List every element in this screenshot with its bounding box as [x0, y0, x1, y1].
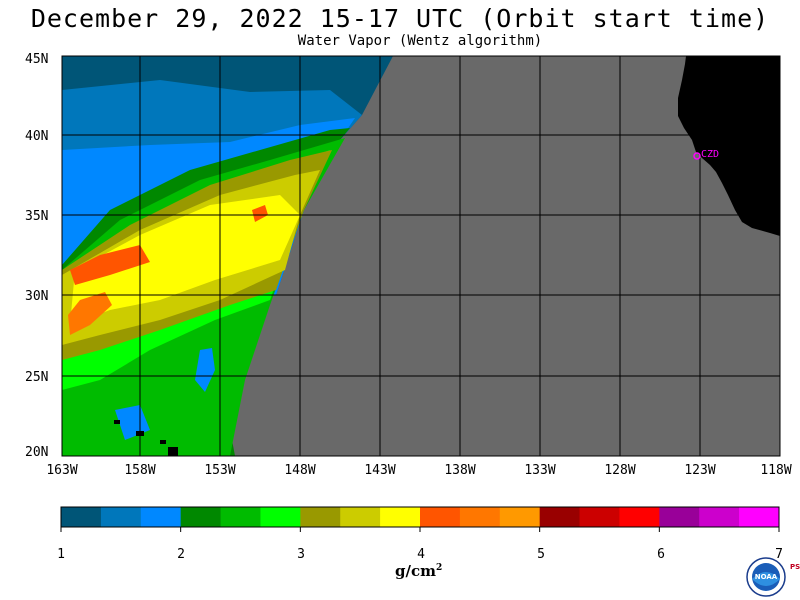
- lat-label: 30N: [25, 289, 48, 304]
- lat-labels: 45N 40N 35N 30N 25N 20N: [25, 52, 48, 460]
- colorbar-swatch: [659, 507, 700, 527]
- colorbar-swatch: [420, 507, 461, 527]
- lon-label: 148W: [284, 463, 315, 478]
- lon-label: 153W: [204, 463, 235, 478]
- vapor-spot-red: [252, 205, 268, 222]
- lon-label: 123W: [684, 463, 715, 478]
- colorbar-swatch: [539, 507, 581, 527]
- station-marker: [693, 152, 701, 160]
- lat-label: 20N: [25, 445, 48, 460]
- colorbar-swatch: [140, 507, 182, 527]
- lat-label: 35N: [25, 209, 48, 224]
- land-coast: [678, 56, 780, 236]
- colorbar-swatch: [220, 507, 261, 527]
- colorbar-tick-label: 5: [537, 547, 545, 562]
- lat-lon-grid: [62, 56, 780, 456]
- colorbar-swatch: [180, 507, 222, 527]
- colorbar-swatch: [100, 507, 142, 527]
- colorbar-swatch: [380, 507, 421, 527]
- colorbar-swatch: [579, 507, 620, 527]
- lon-label: 128W: [604, 463, 635, 478]
- lon-label: 163W: [46, 463, 77, 478]
- lon-label: 118W: [760, 463, 791, 478]
- colorbar-tick-label: 7: [775, 547, 783, 562]
- colorbar-swatch: [340, 507, 381, 527]
- noaa-logo-icon: NOAA: [746, 557, 786, 597]
- station-label: CZD: [701, 149, 719, 160]
- colorbar-ticks: 1 2 3 4 5 6 7: [57, 547, 783, 562]
- colorbar-swatch: [619, 507, 660, 527]
- colorbar-swatch: [459, 507, 501, 527]
- psl-logo-text: PSL: [790, 563, 800, 571]
- map-frame: [61, 55, 781, 457]
- colorbar-swatch: [699, 507, 740, 527]
- colorbar-tick-label: 3: [297, 547, 305, 562]
- vapor-swath: [62, 56, 393, 456]
- colorbar-swatch: [300, 507, 341, 527]
- lon-labels: 163W 158W 153W 148W 143W 138W 133W 128W …: [46, 463, 791, 478]
- lon-label: 133W: [524, 463, 555, 478]
- map-title: December 29, 2022 15-17 UTC (Orbit start…: [30, 4, 770, 33]
- vapor-band-yellow: [70, 195, 300, 325]
- colorbar-swatch: [739, 507, 780, 527]
- vapor-band-red: [70, 245, 150, 285]
- lon-label: 138W: [444, 463, 475, 478]
- colorbar-tick-label: 2: [177, 547, 185, 562]
- colorbar-tick-label: 1: [57, 547, 65, 562]
- colorbar-tick-label: 6: [657, 547, 665, 562]
- lat-label: 25N: [25, 370, 48, 385]
- colorbar-tick-label: 4: [417, 547, 425, 562]
- vapor-band-orange: [68, 292, 112, 335]
- colorbar-swatch: [61, 507, 102, 527]
- colorbar-swatch: [499, 507, 541, 527]
- colorbar-unit: g/cm2: [395, 562, 443, 580]
- lat-label: 45N: [25, 52, 48, 67]
- lat-label: 40N: [25, 129, 48, 144]
- map-subtitle: Water Vapor (Wentz algorithm): [297, 33, 543, 49]
- lon-label: 143W: [364, 463, 395, 478]
- vapor-spot-blue: [195, 348, 215, 392]
- noaa-logo-text: NOAA: [755, 573, 778, 581]
- colorbar-swatch: [260, 507, 301, 527]
- colorbar: [60, 506, 780, 532]
- lon-label: 158W: [124, 463, 155, 478]
